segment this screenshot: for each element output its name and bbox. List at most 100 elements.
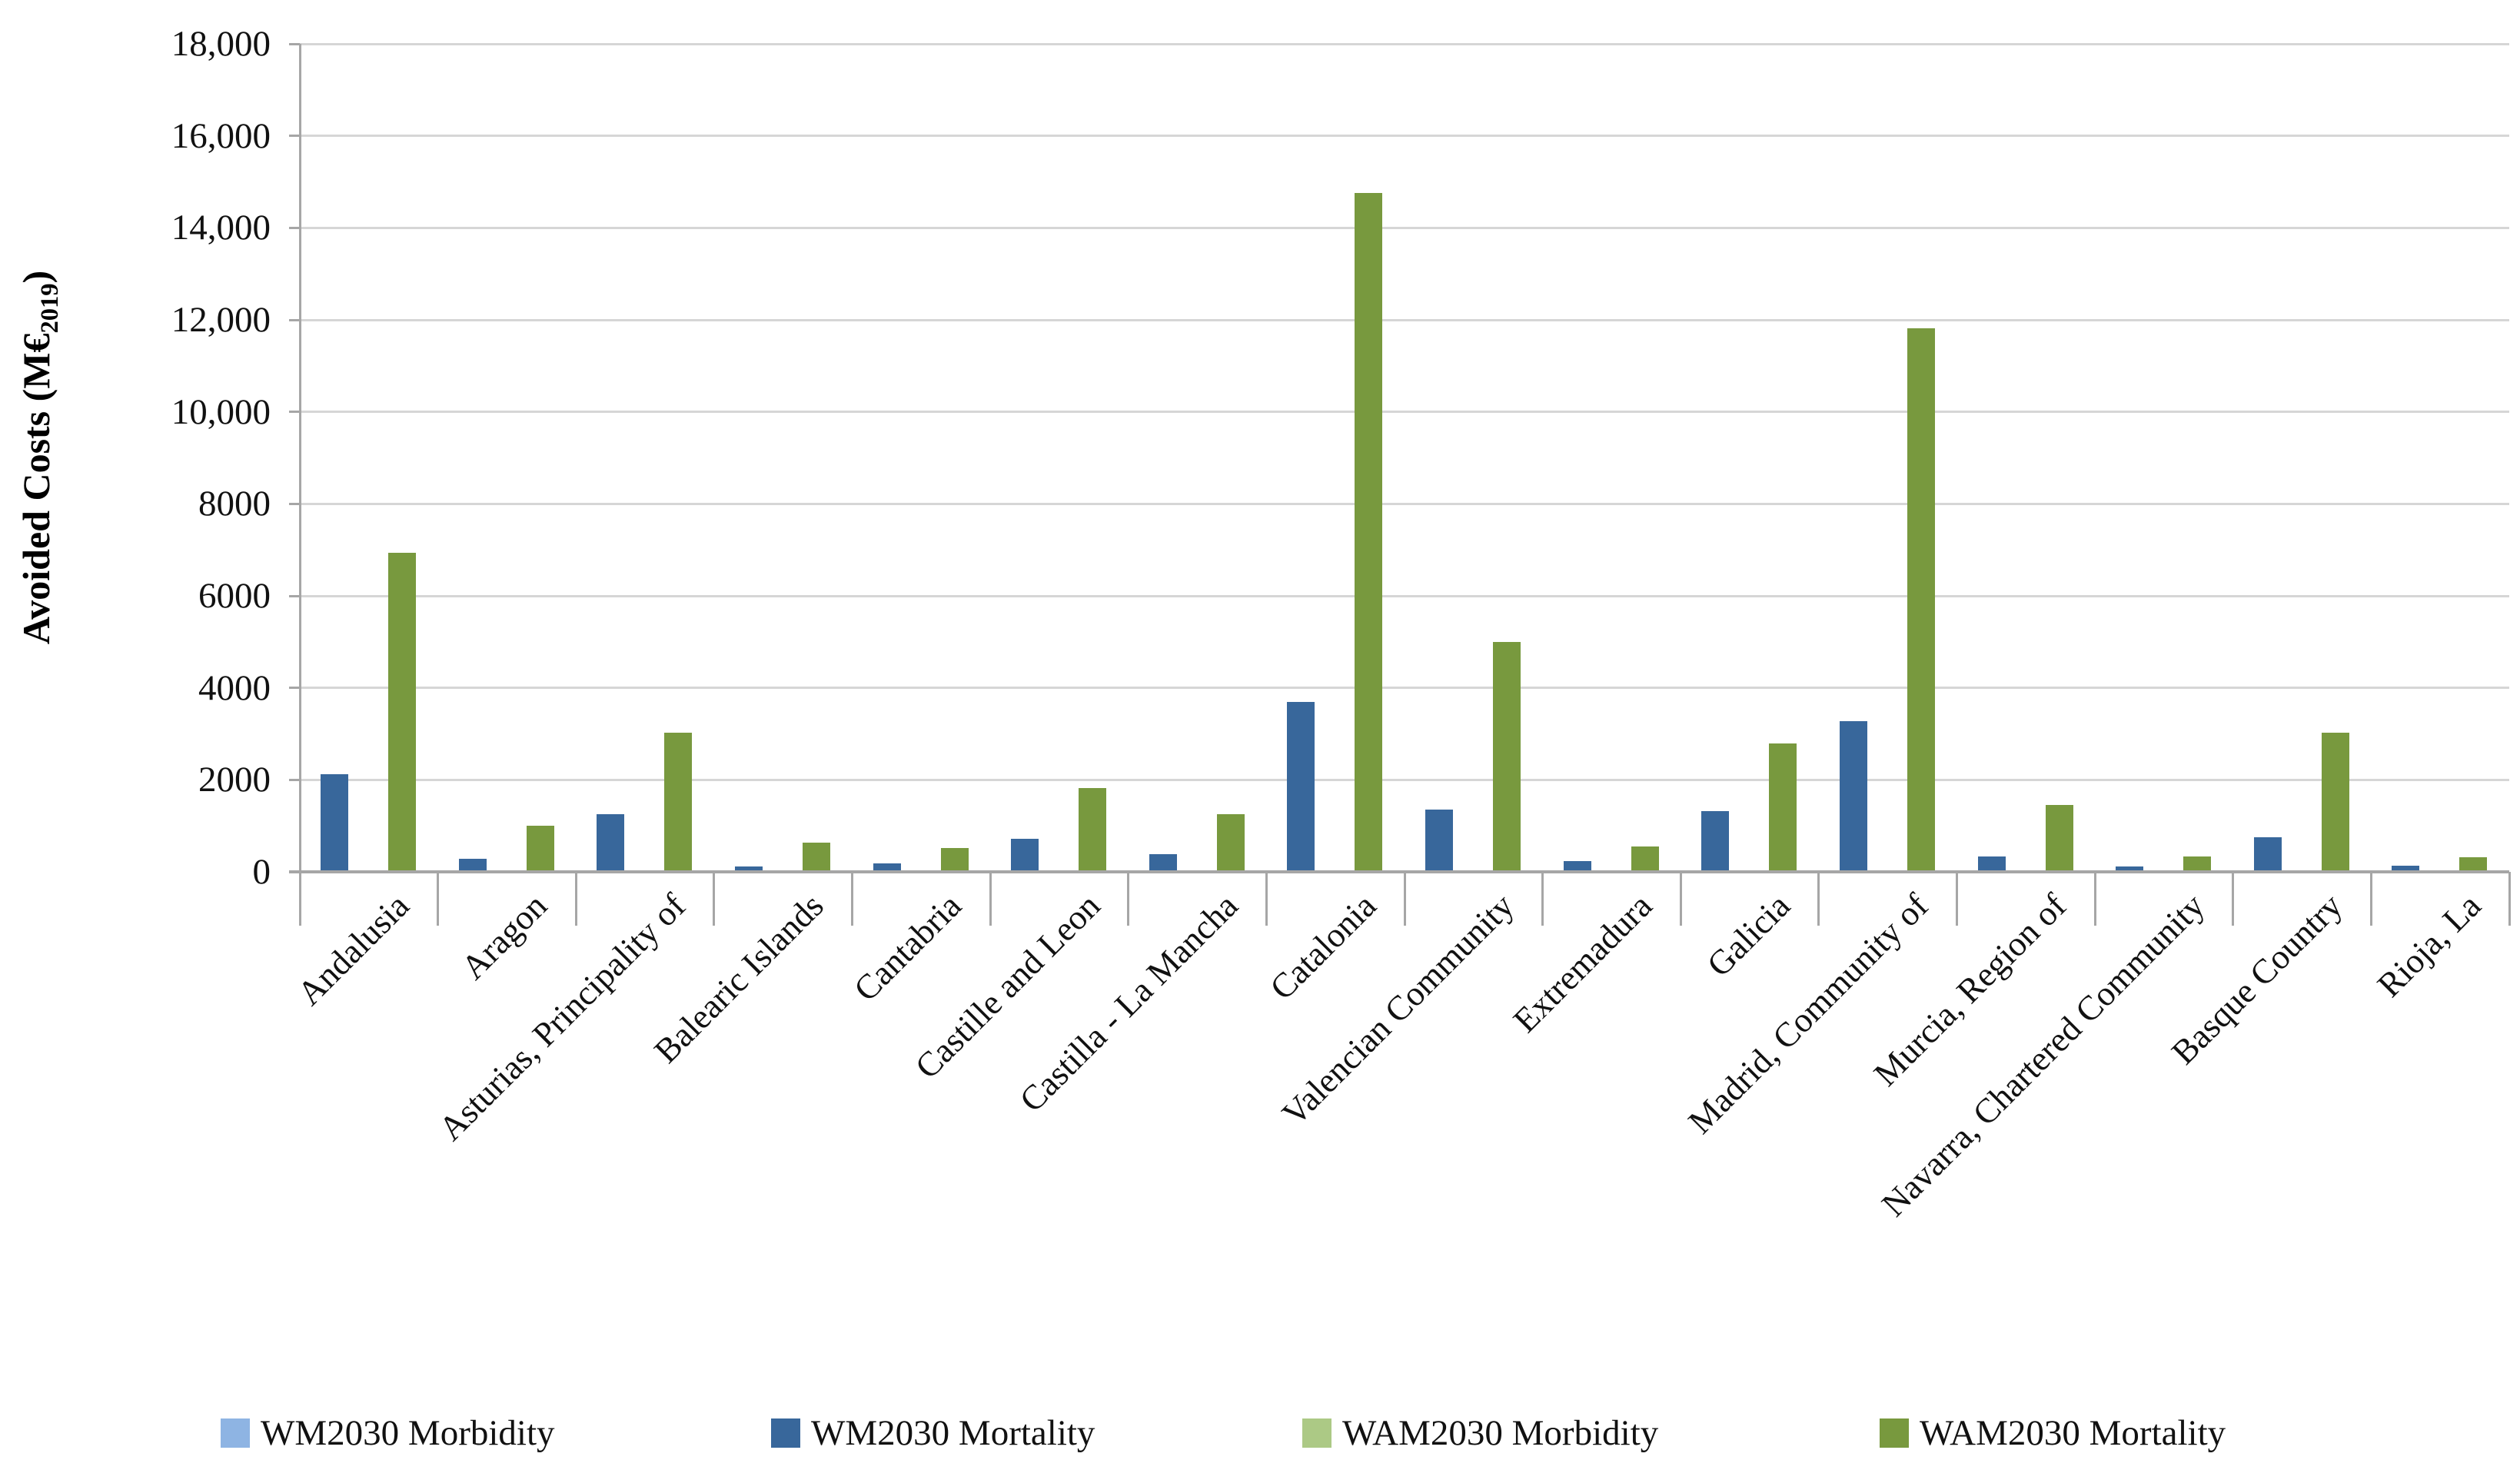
gridline-14000 (300, 226, 2509, 229)
x-axis-category-tick-3 (713, 872, 716, 926)
legend-swatch-wm2030-morbidity (221, 1418, 250, 1448)
gridline-18000 (300, 42, 2509, 45)
legend: WM2030 Morbidity WM2030 Mortality WAM2030 … (0, 1410, 2520, 1464)
y-tick-label-18000: 18,000 (171, 24, 271, 64)
legend-item-wam2030-morbidity: WAM2030 Morbidity (1302, 1410, 1658, 1456)
bar-wam-wam2030-mortality-cantabria (940, 847, 969, 872)
gridline-8000 (300, 502, 2509, 505)
gridline-4000 (300, 687, 2509, 690)
y-axis-line (298, 44, 301, 926)
gridline-10000 (300, 411, 2509, 414)
y-axis-tick-16000 (289, 135, 300, 138)
x-axis-category-tick-1 (437, 872, 440, 926)
bar-wam-wam2030-mortality-madrid-community-of (1907, 328, 1935, 872)
bar-wm-wm2030-mortality-rioja-la (2392, 866, 2420, 872)
x-axis-category-tick-4 (851, 872, 853, 926)
bar-wm-wm2030-mortality-asturias-principality-of (597, 814, 625, 872)
x-label-asturias-principality-of: Asturias, Principality of (431, 886, 693, 1148)
x-axis-category-tick-15 (2369, 872, 2372, 926)
y-axis-tick-18000 (289, 42, 300, 45)
legend-swatch-wm2030-mortality (771, 1418, 800, 1448)
legend-label-wam2030-mortality: WAM2030 Mortality (1920, 1413, 2226, 1453)
bar-wam-wam2030-mortality-catalonia (1355, 193, 1383, 872)
x-label-extremadura: Extremadura (1505, 886, 1660, 1040)
x-axis-category-tick-14 (2232, 872, 2235, 926)
x-axis-line (289, 870, 2509, 873)
y-axis-tick-4000 (289, 687, 300, 690)
bar-wm-wm2030-mortality-castille-and-leon (1011, 838, 1039, 872)
legend-swatch-wam2030-morbidity (1302, 1418, 1331, 1448)
bar-wm-wm2030-mortality-navarra-chartered-community (2116, 866, 2144, 872)
y-axis-title-text: Avoided Costs (M€ (15, 333, 58, 645)
bar-wam-wam2030-mortality-navarra-chartered-community (2183, 856, 2212, 872)
bar-wam-wam2030-mortality-galicia (1769, 743, 1797, 872)
x-label-catalonia: Catalonia (1262, 886, 1384, 1008)
y-axis-tick-2000 (289, 778, 300, 781)
bar-wm-wm2030-mortality-cantabria (873, 863, 901, 872)
x-axis-category-tick-13 (2093, 872, 2096, 926)
x-axis-category-tick-6 (1127, 872, 1130, 926)
x-axis-category-tick-7 (1265, 872, 1268, 926)
x-label-galicia: Galicia (1699, 886, 1798, 984)
x-axis-category-tick-5 (989, 872, 992, 926)
x-label-valencian-community: Valencian Community (1275, 886, 1521, 1133)
bar-wam-wam2030-mortality-murcia-region-of (2045, 805, 2073, 872)
legend-item-wam2030-mortality: WAM2030 Mortality (1880, 1410, 2226, 1456)
bar-wm-wm2030-mortality-balearic-islands (734, 866, 763, 872)
y-axis-title-suffix: ) (15, 270, 58, 284)
bar-wam-wam2030-mortality-aragon (526, 826, 554, 872)
y-tick-label-8000: 8000 (198, 484, 271, 524)
x-label-andalusia: Andalusia (290, 886, 417, 1013)
x-axis-category-tick-2 (574, 872, 577, 926)
bar-wam-wam2030-mortality-andalusia (388, 552, 416, 872)
bar-wm-wm2030-mortality-catalonia (1287, 701, 1315, 872)
bar-wam-wam2030-mortality-extremadura (1631, 846, 1659, 872)
gridline-6000 (300, 594, 2509, 597)
bar-wam-wam2030-mortality-balearic-islands (802, 843, 830, 872)
bar-wm-wm2030-mortality-aragon (458, 858, 487, 872)
y-axis-title: Avoided Costs (M€2019) (14, 271, 65, 644)
legend-label-wam2030-morbidity: WAM2030 Morbidity (1342, 1413, 1659, 1453)
bar-wm-wm2030-mortality-basque-country (2253, 836, 2282, 872)
x-label-madrid-community-of: Madrid, Community of (1681, 886, 1936, 1142)
x-axis-category-tick-16 (2508, 872, 2511, 926)
bar-wm-wm2030-mortality-castilla-la-mancha (1149, 853, 1177, 872)
bar-wam-wam2030-mortality-rioja-la (2459, 857, 2488, 872)
bar-wam-wam2030-mortality-basque-country (2321, 733, 2349, 872)
y-tick-label-0: 0 (252, 852, 271, 892)
y-tick-label-10000: 10,000 (171, 391, 271, 432)
y-axis-title-subscript: 2019 (36, 283, 64, 334)
bar-wm-wm2030-mortality-extremadura (1563, 860, 1591, 872)
legend-label-wm2030-mortality: WM2030 Mortality (811, 1413, 1095, 1453)
y-tick-label-2000: 2000 (198, 760, 271, 800)
bar-wm-wm2030-mortality-andalusia (321, 773, 348, 872)
y-axis-tick-8000 (289, 502, 300, 505)
y-axis-tick-6000 (289, 594, 300, 597)
y-tick-label-14000: 14,000 (171, 208, 271, 248)
x-axis-category-tick-11 (1817, 872, 1820, 926)
x-label-cantabria: Cantabria (846, 886, 969, 1009)
y-axis-tick-10000 (289, 411, 300, 414)
bar-wm-wm2030-mortality-madrid-community-of (1839, 721, 1867, 872)
legend-item-wm2030-mortality: WM2030 Mortality (771, 1410, 1095, 1456)
bar-wam-wam2030-mortality-valencian-community (1493, 642, 1521, 872)
y-axis-tick-12000 (289, 318, 300, 321)
x-label-aragon: Aragon (454, 886, 555, 987)
gridline-16000 (300, 135, 2509, 138)
x-axis-category-tick-8 (1403, 872, 1406, 926)
gridline-12000 (300, 318, 2509, 321)
y-tick-label-4000: 4000 (198, 667, 271, 708)
legend-item-wm2030-morbidity: WM2030 Morbidity (221, 1410, 555, 1456)
x-axis-category-tick-9 (1541, 872, 1544, 926)
legend-swatch-wam2030-mortality (1880, 1418, 1909, 1448)
bar-wam-wam2030-mortality-castilla-la-mancha (1216, 814, 1245, 872)
bar-wm-wm2030-mortality-murcia-region-of (1977, 856, 2006, 872)
bar-wam-wam2030-mortality-asturias-principality-of (664, 733, 693, 872)
y-tick-label-6000: 6000 (198, 576, 271, 616)
x-label-rioja-la: Rioja, La (2369, 886, 2488, 1005)
bar-wm-wm2030-mortality-galicia (1701, 811, 1730, 872)
x-axis-category-tick-10 (1679, 872, 1682, 926)
y-axis-tick-14000 (289, 226, 300, 229)
bar-wm-wm2030-mortality-valencian-community (1425, 809, 1453, 872)
